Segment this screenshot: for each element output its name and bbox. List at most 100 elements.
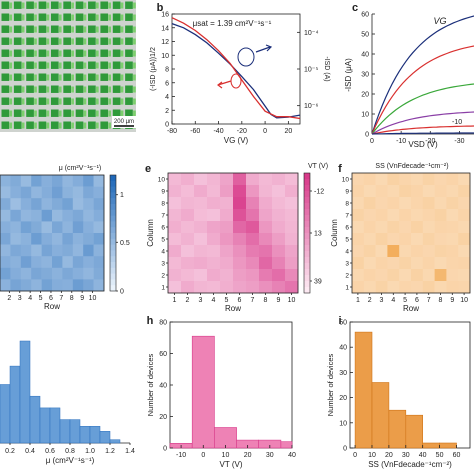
colorbar-segment <box>304 245 310 252</box>
device-channel <box>46 86 50 93</box>
histogram-bar <box>280 441 293 449</box>
device-channel <box>120 38 124 45</box>
device-channel <box>58 86 62 93</box>
histogram-bar <box>79 426 91 444</box>
x-tick-label: 20 <box>284 128 292 135</box>
heatmap-cell <box>272 209 286 222</box>
device-channel <box>108 110 112 117</box>
heatmap-cell <box>363 173 376 186</box>
colorbar-segment <box>110 279 116 286</box>
heatmap-cell <box>207 185 221 198</box>
heatmap-cell <box>93 233 105 245</box>
device-pad <box>26 1 34 9</box>
heatmap-cell <box>458 221 471 234</box>
heatmap-cell <box>20 267 32 280</box>
y-tick-label: 10 <box>161 53 169 60</box>
y-tick-label: 8 <box>345 201 349 208</box>
heatmap-cell <box>194 245 208 258</box>
colorbar-segment <box>304 263 310 270</box>
x-tick-label: 3 <box>18 295 22 302</box>
x-tick-label: 10 <box>460 297 468 304</box>
y-axis-label: Column <box>330 219 339 247</box>
x-tick-label: 2 <box>7 295 11 302</box>
heatmap-cell <box>233 221 247 234</box>
heatmap-cell <box>52 256 63 269</box>
histogram-bar <box>89 426 101 444</box>
device-pad <box>75 109 84 117</box>
device-pad <box>100 37 109 45</box>
colorbar-segment <box>110 180 116 187</box>
device-channel <box>133 38 136 45</box>
x-tick-label: 30 <box>266 452 274 459</box>
colorbar-segment <box>110 267 116 274</box>
y-axis-label: Column <box>146 219 155 247</box>
heatmap-cell <box>83 244 94 257</box>
heatmap-cell <box>10 279 22 292</box>
heatmap-cell <box>434 197 447 210</box>
x-tick-label: 9 <box>450 297 454 304</box>
left-axis-arrow <box>217 80 232 89</box>
heatmap-cell <box>72 233 84 245</box>
heatmap-cell <box>31 209 42 222</box>
heatmap-cell <box>194 209 208 222</box>
histogram-bar <box>405 414 423 449</box>
y-axis-label: Number of devices <box>146 353 155 416</box>
heatmap-cell <box>272 245 286 258</box>
heatmap-cell <box>10 175 22 187</box>
colorbar-segment <box>304 185 310 192</box>
x-tick-label: 0.6 <box>45 448 55 455</box>
device-pad <box>63 13 71 21</box>
heatmap-cell <box>363 221 376 234</box>
heatmap-cell <box>168 185 182 198</box>
device-channel <box>83 14 87 21</box>
device-pad <box>26 49 34 57</box>
heatmap-cell <box>72 221 84 234</box>
x-axis-label: Row <box>225 304 241 313</box>
x-tick-label: 0 <box>353 452 357 459</box>
heatmap-cell <box>52 279 63 292</box>
heatmap-cell <box>422 173 435 186</box>
heatmap-cell <box>387 257 400 270</box>
x-tick-label: 0.4 <box>25 448 35 455</box>
device-channel <box>9 74 13 81</box>
scalebar-background <box>112 116 136 128</box>
y-tick-label: 6 <box>165 80 169 87</box>
x-tick-label: 20 <box>244 452 252 459</box>
device-channel <box>71 74 74 81</box>
device-channel <box>133 74 136 81</box>
heatmap-cell <box>93 175 105 187</box>
heatmap-cell <box>62 256 74 269</box>
heatmap-cell <box>220 197 234 210</box>
heatmap-cell <box>259 185 273 198</box>
heatmap-cell <box>446 281 459 294</box>
heatmap-cell <box>20 233 32 245</box>
y-tick-label: 40 <box>159 383 167 390</box>
heatmap-cell <box>399 209 412 222</box>
heatmap-cell <box>446 245 459 258</box>
colorbar-segment <box>304 173 310 180</box>
device-pad <box>100 73 109 81</box>
y-tick-label: 60 <box>159 351 167 358</box>
heatmap-cell <box>434 245 447 258</box>
heatmap-cell <box>246 221 260 234</box>
panel-label: c <box>352 2 358 14</box>
heatmap-cell <box>207 281 221 294</box>
device-pad <box>63 109 71 117</box>
x-tick-label: 0 <box>201 452 205 459</box>
heatmap-cell <box>387 281 400 294</box>
heatmap-cell <box>352 197 365 210</box>
y-tick-label: 8 <box>165 67 169 74</box>
x-tick-label: 1 <box>356 297 360 304</box>
heatmap-cell <box>259 233 273 246</box>
device-channel <box>108 98 112 105</box>
heatmap-cell <box>411 269 424 282</box>
device-channel <box>71 110 74 117</box>
heatmap-cell <box>10 198 22 211</box>
heatmap-cell <box>52 267 63 280</box>
device-pad <box>75 49 84 57</box>
heatmap-cell <box>0 221 11 234</box>
heatmap-cell <box>52 209 63 222</box>
y-tick-label: 0 <box>165 122 169 129</box>
heatmap-cell <box>352 269 365 282</box>
heatmap-cell <box>0 198 11 211</box>
